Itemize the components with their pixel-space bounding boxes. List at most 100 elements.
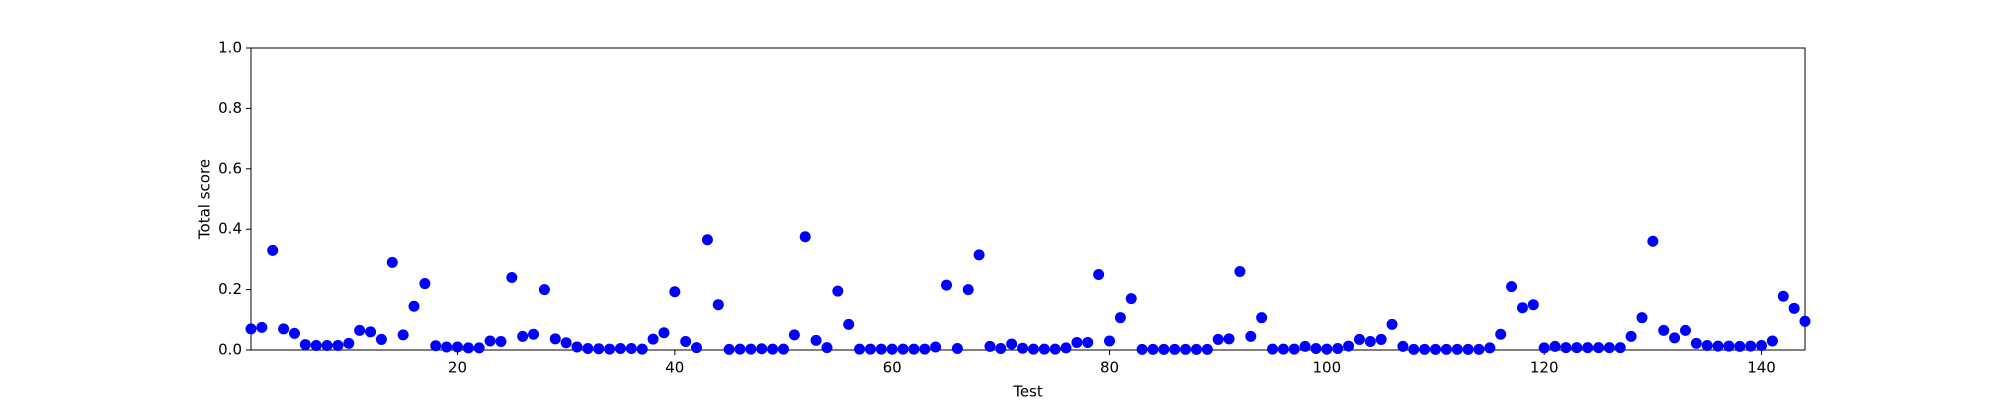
point <box>1332 342 1344 354</box>
point <box>669 286 681 298</box>
point <box>886 343 898 355</box>
point <box>419 278 431 290</box>
point <box>1299 340 1311 352</box>
point <box>1375 333 1387 345</box>
point <box>1169 343 1181 355</box>
point <box>1201 343 1213 355</box>
point <box>288 327 300 339</box>
point <box>1440 343 1452 355</box>
point <box>1451 343 1463 355</box>
point <box>1799 315 1811 327</box>
point <box>1603 342 1615 354</box>
point <box>745 343 757 355</box>
point <box>777 343 789 355</box>
point <box>245 323 257 335</box>
x-tick-label: 40 <box>665 359 684 377</box>
point <box>571 341 583 353</box>
point <box>267 244 279 256</box>
point <box>332 339 344 351</box>
point <box>430 340 442 352</box>
point <box>1180 343 1192 355</box>
point <box>854 343 866 355</box>
point <box>930 341 942 353</box>
point <box>691 342 703 354</box>
point <box>1256 312 1268 324</box>
point <box>919 343 931 355</box>
point <box>897 343 909 355</box>
point <box>1223 333 1235 345</box>
point <box>875 343 887 355</box>
point <box>506 272 518 284</box>
point <box>1766 335 1778 347</box>
point <box>462 342 474 354</box>
point <box>593 343 605 355</box>
point <box>365 326 377 338</box>
point <box>614 342 626 354</box>
point <box>1321 343 1333 355</box>
point <box>962 284 974 296</box>
point <box>1277 343 1289 355</box>
point <box>647 333 659 345</box>
point <box>1114 312 1126 324</box>
point <box>1679 324 1691 336</box>
point <box>701 234 713 246</box>
plot-frame <box>250 47 1806 351</box>
point <box>1701 339 1713 351</box>
point <box>1027 343 1039 355</box>
point <box>1593 342 1605 354</box>
point <box>560 337 572 349</box>
point <box>1756 339 1768 351</box>
point <box>517 330 529 342</box>
x-axis-label: Test <box>1012 383 1043 400</box>
point <box>408 300 420 312</box>
point <box>549 333 561 345</box>
point <box>495 336 507 348</box>
point <box>1288 343 1300 355</box>
point <box>528 328 540 340</box>
point <box>1647 235 1659 247</box>
point <box>734 343 746 355</box>
point <box>864 343 876 355</box>
point <box>1082 336 1094 348</box>
point <box>1158 343 1170 355</box>
point <box>658 327 670 339</box>
point <box>1397 340 1409 352</box>
y-tick-label: 0.0 <box>218 341 242 359</box>
point <box>538 284 550 296</box>
point <box>636 343 648 355</box>
point <box>767 343 779 355</box>
x-tick-label: 60 <box>883 359 902 377</box>
point <box>1364 336 1376 348</box>
point <box>278 323 290 335</box>
y-axis-label: Total score <box>196 159 214 240</box>
x-tick-label: 20 <box>448 359 467 377</box>
y-tick-label: 0.4 <box>218 220 242 238</box>
point <box>299 339 311 351</box>
point <box>1267 343 1279 355</box>
point <box>604 343 616 355</box>
point <box>1788 302 1800 314</box>
point <box>441 341 453 353</box>
point <box>321 339 333 351</box>
point <box>1582 342 1594 354</box>
point <box>1777 290 1789 302</box>
point <box>451 341 463 353</box>
point <box>375 333 387 345</box>
point <box>1658 324 1670 336</box>
point <box>1017 342 1029 354</box>
point <box>1495 328 1507 340</box>
point <box>1104 335 1116 347</box>
point <box>799 231 811 243</box>
point <box>995 342 1007 354</box>
point <box>625 342 637 354</box>
point <box>810 334 822 346</box>
point <box>343 337 355 349</box>
point <box>484 335 496 347</box>
x-tick-label: 140 <box>1747 359 1776 377</box>
point <box>1125 293 1137 305</box>
point <box>386 256 398 268</box>
point <box>473 342 485 354</box>
point <box>788 329 800 341</box>
point <box>1310 342 1322 354</box>
